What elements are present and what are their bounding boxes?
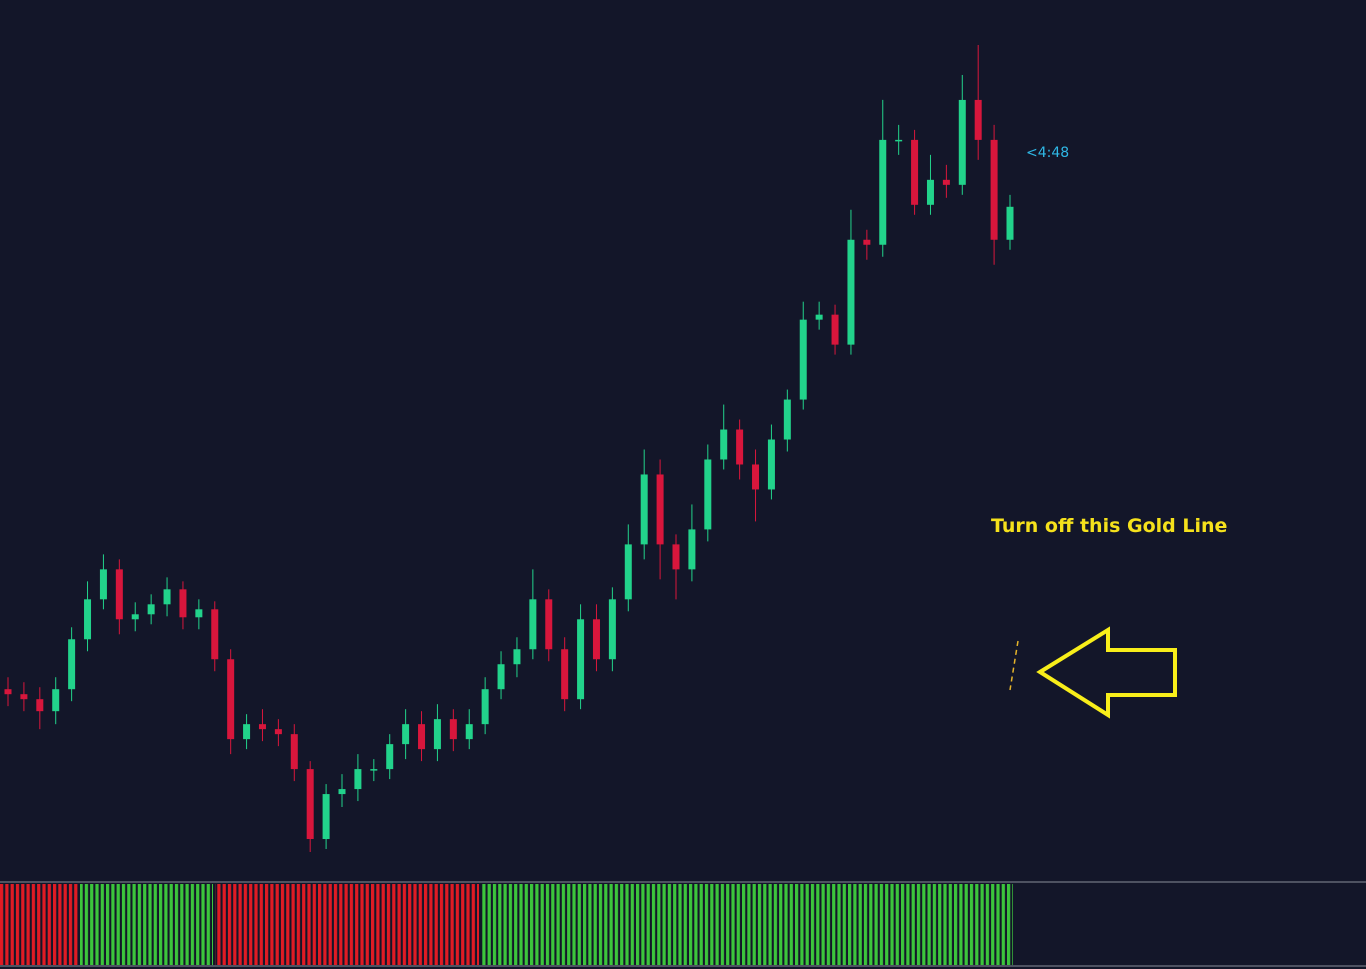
candle-body [20,694,28,700]
candle-body [481,689,489,725]
candle-body [608,599,616,660]
candle-body [974,99,982,140]
candle-body [895,139,903,142]
candle-body [4,689,12,695]
candle-body [306,769,314,840]
candle-body [942,179,950,185]
candle-body [338,789,346,795]
annotation: Turn off this Gold Line [991,515,1227,537]
indicator-red [215,884,479,965]
arrow [1036,626,1177,719]
candle-body [84,599,92,640]
candle-body [688,529,696,570]
candle-body [195,609,203,618]
candles [4,45,1014,852]
candle-body [767,439,775,490]
candle-body [958,99,966,185]
candle-body [529,599,537,650]
candle-body [147,604,155,615]
indicator-green [80,884,213,965]
candle-body [115,569,123,620]
candle-body [831,314,839,345]
candle-body [783,399,791,440]
candle-body [911,139,919,205]
candle-body [577,619,585,700]
candle-body [433,719,441,750]
candle-body [99,569,107,600]
candle-body [52,689,60,712]
candle-body [799,319,807,400]
indicator-red [0,884,79,965]
candle-body [672,544,680,570]
candle-body [258,724,266,730]
candle-body [290,734,298,770]
candle-body [513,649,521,665]
candle-body [449,719,457,740]
candle-body [163,589,171,605]
candle-body [227,659,235,740]
candle-body [179,589,187,618]
candle-body [736,429,744,465]
candle-body [418,724,426,750]
candle-body [497,664,505,690]
candle-body [36,699,44,712]
candle-body [402,724,410,745]
candle-body [926,179,934,205]
candle-body [752,464,760,490]
candle-body [879,139,887,245]
candle-body [656,474,664,545]
candle-body [322,794,330,840]
candle-body [354,769,362,790]
candle-body [720,429,728,460]
candle-body [386,744,394,770]
candle-body [131,614,139,620]
candle-body [815,314,823,320]
candle-body [68,639,76,690]
candle-body [211,609,219,660]
candle-body [863,239,871,245]
candle-body [561,649,569,700]
candle-body [624,544,632,600]
candle-body [847,239,855,345]
timer-label: <4:48 [1026,145,1069,161]
candle-body [370,769,378,771]
candle-body [704,459,712,530]
candle-body [592,619,600,660]
indicator [0,884,1013,965]
candle-body [465,724,473,740]
candle-body [545,599,553,650]
candle-body [274,729,282,735]
candle-body [243,724,251,740]
indicator-green [481,884,1013,965]
candle-body [1006,206,1014,240]
candle-body [640,474,648,545]
candle-body [990,139,998,240]
